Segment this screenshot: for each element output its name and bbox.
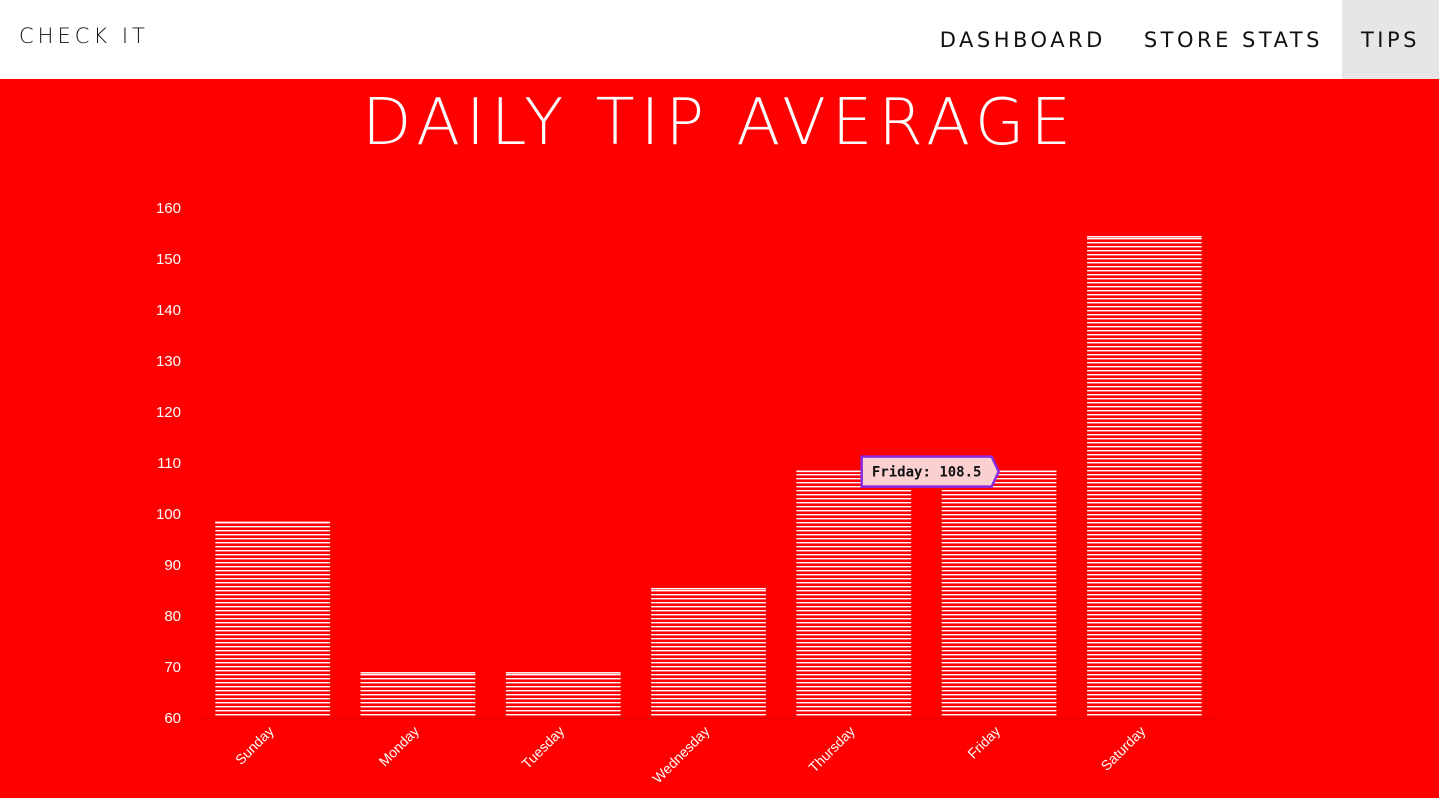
nav-item-store-stats[interactable]: STORE STATS [1143, 27, 1323, 52]
bar-tuesday[interactable] [505, 672, 621, 718]
y-axis: 60 70 80 90 100 110 120 130 140 150 160 [156, 200, 181, 727]
bar-top-monday [360, 672, 476, 674]
y-tick-label: 160 [156, 200, 181, 217]
y-tick-label: 120 [156, 404, 181, 421]
bar-top-saturday [1086, 236, 1202, 238]
bar-friday[interactable] [941, 470, 1057, 718]
brand-logo[interactable]: CHECK IT [19, 24, 149, 48]
bar-top-wednesday [651, 587, 766, 590]
bar-top-thursday [796, 470, 912, 473]
x-tick-label: Tuesday [518, 723, 567, 772]
y-tick-label: 90 [164, 557, 181, 574]
tooltip-box [860, 455, 1001, 488]
nav-item-dashboard[interactable]: DASHBOARD [939, 27, 1106, 52]
nav-menu: DASHBOARD STORE STATS TIPS [921, 0, 1439, 79]
y-tick-label: 60 [164, 710, 181, 727]
page-title: DAILY TIP AVERAGE [362, 86, 1077, 160]
bars [215, 236, 1202, 719]
y-tick-label: 70 [164, 659, 181, 676]
bar-top-tuesday [505, 672, 621, 674]
y-tick-label: 150 [156, 251, 181, 268]
bar-top-sunday [215, 521, 331, 524]
x-tick-label: Wednesday [649, 723, 712, 786]
bar-saturday[interactable] [1086, 236, 1202, 719]
y-tick-label: 110 [157, 455, 181, 472]
y-tick-label: 140 [156, 302, 181, 319]
tooltip-text: Friday: 108.5 [872, 465, 982, 481]
tooltip: Friday: 108.5 [860, 455, 1001, 488]
x-tick-label: Monday [376, 723, 423, 770]
nav-item-tips[interactable]: TIPS [1341, 0, 1439, 79]
y-tick-label: 100 [156, 506, 181, 523]
x-tick-label: Friday [964, 723, 1003, 762]
x-axis: Sunday Monday Tuesday Wednesday Thursday Frid… [200, 718, 1217, 786]
y-tick-label: 130 [156, 353, 181, 370]
bar-wednesday[interactable] [651, 587, 766, 718]
bar-monday[interactable] [360, 672, 476, 718]
x-tick-label: Sunday [232, 723, 277, 768]
y-tick-label: 80 [164, 608, 181, 625]
navbar: CHECK IT DASHBOARD STORE STATS TIPS [0, 0, 1439, 79]
bar-sunday[interactable] [215, 521, 331, 718]
x-tick-label: Thursday [805, 723, 858, 776]
x-tick-label: Saturday [1098, 723, 1149, 774]
bar-thursday[interactable] [796, 470, 912, 718]
